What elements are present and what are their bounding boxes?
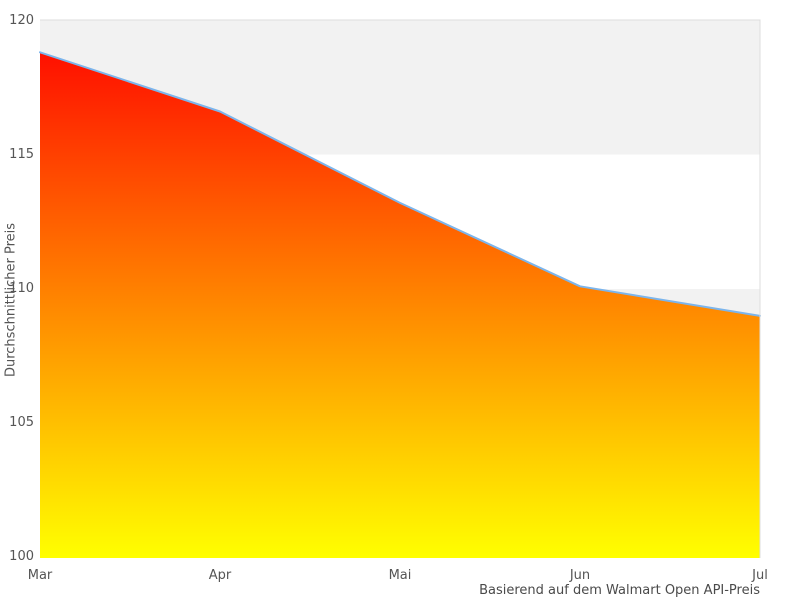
x-tick-label-mai: Mai	[388, 568, 412, 583]
price-line	[39, 51, 761, 317]
y-tick-label-120: 120	[9, 13, 34, 28]
y-tick-label-105: 105	[9, 415, 34, 430]
x-tick-label-mar: Mar	[27, 568, 53, 583]
x-tick-label-jul: Jul	[752, 568, 768, 583]
y-axis-title: Durchschnittlicher Preis	[3, 222, 19, 378]
x-tick-label-apr: Apr	[208, 568, 232, 583]
x-tick-label-jun: Jun	[569, 568, 591, 583]
y-tick-label-110: 110	[9, 281, 34, 296]
y-tick-label-115: 115	[9, 147, 34, 162]
plot-frame	[40, 19, 761, 558]
price-area-fill	[40, 52, 760, 559]
y-tick-label-100: 100	[9, 549, 34, 564]
chart-source-caption: Basierend auf dem Walmart Open API-Preis	[479, 583, 760, 598]
